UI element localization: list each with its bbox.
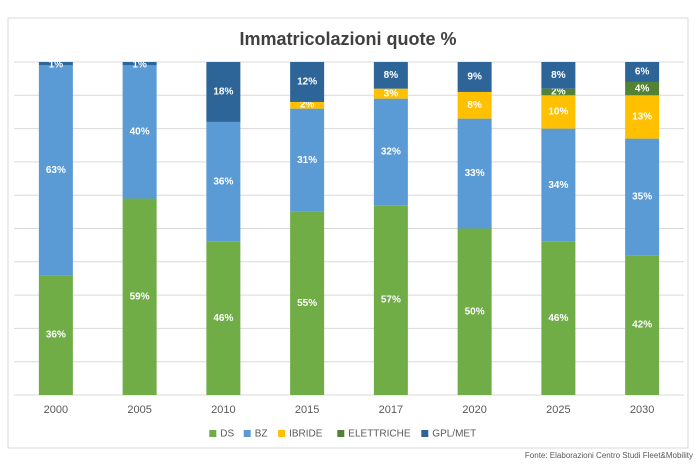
data-label: 31%	[297, 155, 317, 166]
legend-label: DS	[220, 429, 234, 440]
legend-swatch	[337, 430, 345, 437]
bar-segment	[373, 205, 408, 395]
bar-segment	[457, 62, 492, 92]
bar-segment	[373, 88, 408, 99]
bar-segment	[625, 95, 660, 139]
bar-segment	[373, 98, 408, 206]
bar-segment	[290, 101, 325, 109]
data-label: 35%	[632, 192, 652, 203]
legend-swatch	[278, 430, 286, 437]
legend-swatch	[243, 430, 251, 437]
bar-segment	[122, 62, 157, 66]
data-label: 36%	[213, 177, 233, 188]
data-label: 13%	[632, 112, 652, 123]
data-label: 3%	[384, 88, 399, 99]
x-tick-label: 2017	[379, 404, 403, 416]
data-label: 2%	[300, 100, 315, 111]
bar-segment	[541, 241, 576, 395]
legend-label: IBRIDE	[289, 429, 323, 440]
data-label: 9%	[467, 72, 482, 83]
data-label: 32%	[381, 147, 401, 158]
chart-title: Immatricolazioni quote %	[239, 29, 456, 49]
bar-segment	[457, 228, 492, 395]
data-label: 36%	[46, 330, 66, 341]
data-label: 40%	[130, 127, 150, 138]
data-label: 1%	[49, 60, 64, 71]
data-label: 1%	[132, 60, 147, 71]
bar-segment	[541, 128, 576, 242]
data-label: 10%	[548, 107, 568, 118]
bar-segment	[206, 121, 241, 242]
data-label: 57%	[381, 295, 401, 306]
data-label: 46%	[548, 313, 568, 324]
data-label: 8%	[384, 70, 399, 81]
data-label: 59%	[130, 291, 150, 302]
bar-segment	[625, 81, 660, 96]
bar-segment	[625, 138, 660, 256]
bar-segment	[290, 62, 325, 102]
data-label: 4%	[635, 83, 650, 94]
bar-segment	[206, 62, 241, 122]
bar-segment	[541, 88, 576, 96]
data-label: 18%	[213, 87, 233, 98]
bar-segment	[625, 62, 660, 82]
bar-segment	[625, 255, 660, 395]
bar-segment	[122, 198, 157, 395]
data-label: 6%	[635, 67, 650, 78]
bar-segment	[541, 62, 576, 89]
data-label: 50%	[465, 306, 485, 317]
data-label: 34%	[548, 180, 568, 191]
data-label: 55%	[297, 298, 317, 309]
x-tick-label: 2015	[295, 404, 319, 416]
bar-segment	[541, 95, 576, 129]
bar-segment	[38, 275, 73, 395]
x-tick-label: 2030	[630, 404, 654, 416]
data-label: 8%	[551, 70, 566, 81]
x-tick-label: 2025	[546, 404, 570, 416]
x-tick-label: 2005	[127, 404, 151, 416]
source-note: Fonte: Elaborazioni Centro Studi Fleet&M…	[525, 451, 693, 460]
x-tick-label: 2020	[462, 404, 486, 416]
legend-label: ELETTRICHE	[348, 429, 411, 440]
x-tick-label: 2000	[44, 404, 68, 416]
bar-segment	[38, 62, 73, 66]
legend-label: BZ	[255, 429, 268, 440]
bar-segment	[373, 62, 408, 89]
data-label: 12%	[297, 77, 317, 88]
chart-frame	[7, 17, 689, 449]
bar-segment	[38, 65, 73, 276]
legend-swatch	[209, 430, 217, 437]
bar-segment	[122, 65, 157, 199]
data-label: 33%	[465, 168, 485, 179]
bar-segment	[206, 241, 241, 395]
x-tick-label: 2010	[211, 404, 235, 416]
bar-segment	[290, 211, 325, 395]
bar-segment	[290, 108, 325, 212]
data-label: 8%	[467, 100, 482, 111]
bar-segment	[457, 91, 492, 119]
legend-label: GPL/MET	[432, 429, 476, 440]
data-label: 63%	[46, 165, 66, 176]
data-label: 2%	[551, 86, 566, 97]
data-label: 46%	[213, 313, 233, 324]
legend-swatch	[421, 430, 429, 437]
data-label: 42%	[632, 320, 652, 331]
bar-segment	[457, 118, 492, 229]
